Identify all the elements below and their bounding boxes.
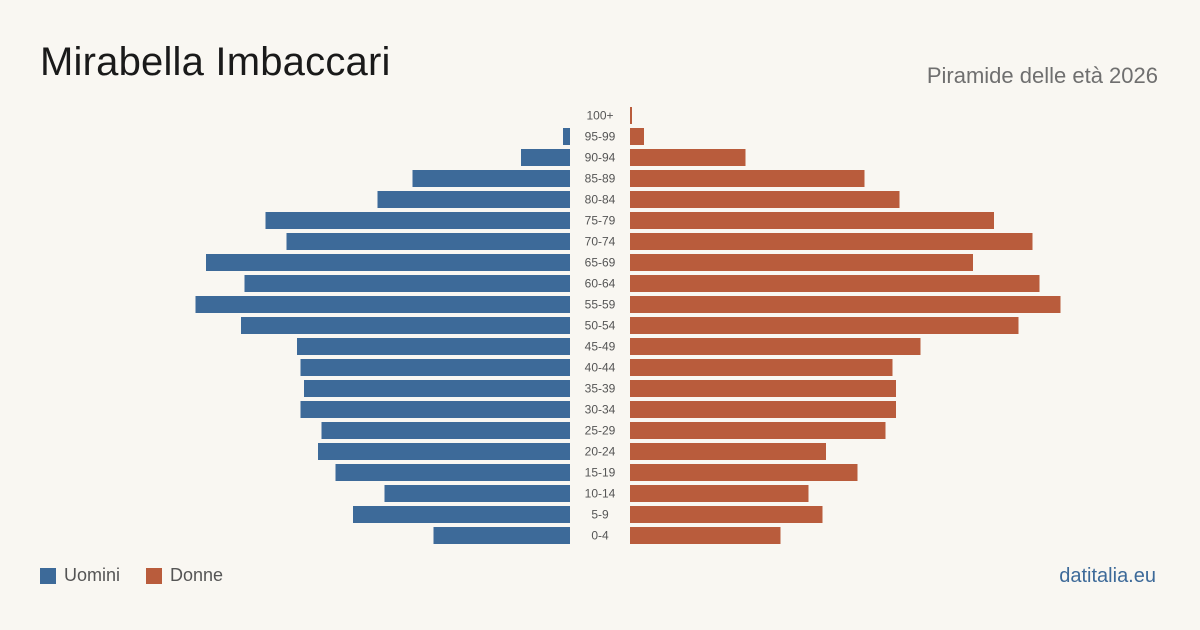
- age-label-45-49: 45-49: [585, 340, 616, 354]
- bar-men-10-14: [384, 485, 570, 502]
- bar-men-75-79: [265, 212, 570, 229]
- age-label-100plus: 100+: [586, 109, 613, 123]
- bar-women-20-24: [630, 443, 826, 460]
- bar-women-30-34: [630, 401, 896, 418]
- bar-men-50-54: [241, 317, 570, 334]
- bar-men-85-89: [412, 170, 570, 187]
- bar-women-55-59: [630, 296, 1061, 313]
- bar-men-60-64: [244, 275, 570, 292]
- bar-women-85-89: [630, 170, 865, 187]
- bar-men-35-39: [304, 380, 570, 397]
- bar-men-55-59: [195, 296, 570, 313]
- age-label-50-54: 50-54: [585, 319, 616, 333]
- age-label-20-24: 20-24: [585, 445, 616, 459]
- legend-label-men: Uomini: [64, 565, 121, 585]
- legend-item-men: Uomini: [40, 565, 120, 586]
- age-label-30-34: 30-34: [585, 403, 616, 417]
- legend-label-women: Donne: [170, 565, 224, 585]
- bar-women-60-64: [630, 275, 1040, 292]
- bar-men-30-34: [300, 401, 570, 418]
- bar-women-95-99: [630, 128, 644, 145]
- bar-women-40-44: [630, 359, 893, 376]
- chart-title: Mirabella Imbaccari: [40, 40, 391, 84]
- bar-women-75-79: [630, 212, 994, 229]
- legend-swatch-women: [146, 567, 163, 584]
- age-label-25-29: 25-29: [585, 424, 616, 438]
- age-label-0-4: 0-4: [591, 529, 609, 543]
- bar-men-95-99: [563, 128, 570, 145]
- age-label-40-44: 40-44: [585, 361, 616, 375]
- age-label-80-84: 80-84: [585, 193, 616, 207]
- bar-women-5-9: [630, 506, 823, 523]
- legend-swatch-men: [40, 567, 56, 584]
- bar-women-25-29: [630, 422, 886, 439]
- bar-men-80-84: [377, 191, 570, 208]
- bar-men-40-44: [300, 359, 570, 376]
- age-label-90-94: 90-94: [585, 151, 616, 165]
- bar-men-90-94: [521, 149, 570, 166]
- bar-women-45-49: [630, 338, 921, 355]
- age-label-35-39: 35-39: [585, 382, 616, 396]
- age-label-5-9: 5-9: [591, 508, 609, 522]
- bar-men-20-24: [318, 443, 570, 460]
- bar-women-70-74: [630, 233, 1033, 250]
- bar-women-10-14: [630, 485, 809, 502]
- age-label-85-89: 85-89: [585, 172, 616, 186]
- age-label-60-64: 60-64: [585, 277, 616, 291]
- bar-women-35-39: [630, 380, 896, 397]
- bar-men-45-49: [297, 338, 570, 355]
- bar-men-65-69: [206, 254, 570, 271]
- bar-women-15-19: [630, 464, 858, 481]
- age-label-75-79: 75-79: [585, 214, 616, 228]
- age-label-10-14: 10-14: [585, 487, 616, 501]
- legend-item-women: Donne: [146, 565, 223, 586]
- bar-women-90-94: [630, 149, 746, 166]
- bar-women-50-54: [630, 317, 1019, 334]
- brand-link[interactable]: datitalia.eu: [1059, 565, 1156, 587]
- bar-women-65-69: [630, 254, 973, 271]
- bar-women-100plus: [630, 107, 632, 124]
- age-label-65-69: 65-69: [585, 256, 616, 270]
- age-label-95-99: 95-99: [585, 130, 616, 144]
- bar-men-25-29: [321, 422, 570, 439]
- bar-men-5-9: [353, 506, 570, 523]
- age-label-55-59: 55-59: [585, 298, 616, 312]
- bar-men-0-4: [433, 527, 570, 544]
- chart-subtitle: Piramide delle età 2026: [926, 63, 1158, 88]
- bar-men-15-19: [335, 464, 570, 481]
- age-label-15-19: 15-19: [585, 466, 616, 480]
- age-label-70-74: 70-74: [585, 235, 616, 249]
- bar-men-70-74: [286, 233, 570, 250]
- bar-women-0-4: [630, 527, 781, 544]
- legend: Uomini Donne: [40, 565, 249, 586]
- bar-women-80-84: [630, 191, 900, 208]
